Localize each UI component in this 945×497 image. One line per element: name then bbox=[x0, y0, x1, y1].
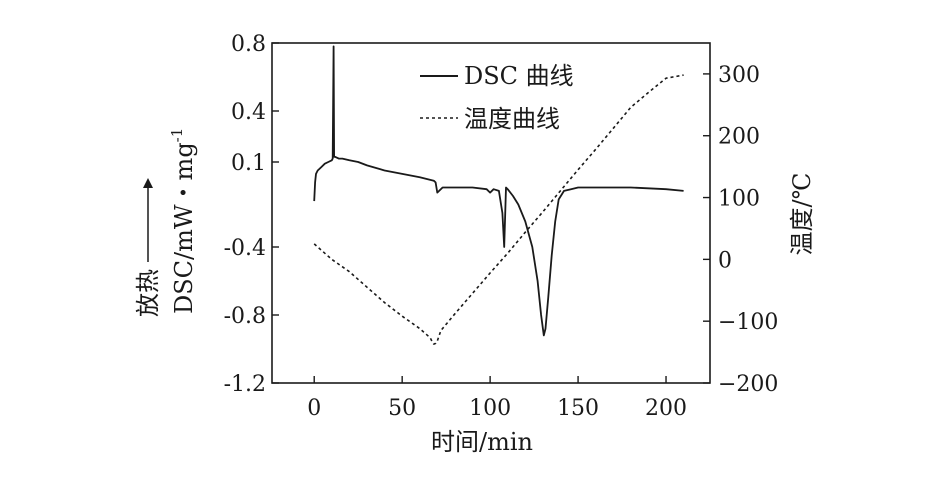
right-axis-ticks: 300 200 100 0 −100 −200 bbox=[703, 63, 778, 397]
left-axis-title: DSC/mW・mg-1 bbox=[168, 128, 198, 314]
x-tick-label: 100 bbox=[469, 396, 511, 421]
x-tick-label: 0 bbox=[307, 396, 321, 421]
left-axis-arrow-head bbox=[143, 178, 153, 188]
legend-label-dsc: DSC 曲线 bbox=[464, 62, 574, 90]
x-tick-label: 200 bbox=[645, 396, 687, 421]
right-tick-label: 200 bbox=[718, 125, 760, 150]
left-axis-arrow-label: 放热 bbox=[134, 269, 162, 317]
dsc-curve bbox=[313, 45, 684, 337]
left-axis-title-main: DSC/mW・mg bbox=[170, 142, 198, 314]
right-tick-label: 0 bbox=[718, 248, 732, 273]
left-axis-title-superscript: -1 bbox=[168, 128, 186, 143]
left-axis-ticks: 0.8 0.4 0.1 -0.4 -0.8 -1.2 bbox=[224, 32, 279, 397]
x-axis-title: 时间/min bbox=[431, 428, 533, 456]
left-tick-label: -1.2 bbox=[224, 372, 266, 397]
left-tick-label: 0.1 bbox=[231, 151, 266, 176]
right-tick-label: 100 bbox=[718, 187, 760, 212]
legend: DSC 曲线 温度曲线 bbox=[420, 62, 574, 133]
right-tick-label: 300 bbox=[718, 63, 760, 88]
right-axis-title: 温度/℃ bbox=[788, 173, 816, 256]
plot-frame bbox=[271, 42, 711, 384]
left-tick-label: 0.4 bbox=[231, 100, 266, 125]
left-tick-label: -0.8 bbox=[224, 304, 266, 329]
temperature-curve bbox=[313, 74, 684, 345]
x-tick-label: 50 bbox=[388, 396, 416, 421]
left-tick-label: 0.8 bbox=[231, 32, 266, 57]
left-axis-arrow-group: 放热 bbox=[134, 178, 162, 317]
x-axis-ticks: 0 50 100 150 200 bbox=[307, 376, 687, 421]
x-tick-label: 150 bbox=[557, 396, 599, 421]
legend-label-temperature: 温度曲线 bbox=[464, 105, 560, 133]
series-layer bbox=[313, 45, 684, 345]
left-tick-label: -0.4 bbox=[224, 236, 266, 261]
right-tick-label: −100 bbox=[718, 310, 778, 335]
right-tick-label: −200 bbox=[718, 372, 778, 397]
